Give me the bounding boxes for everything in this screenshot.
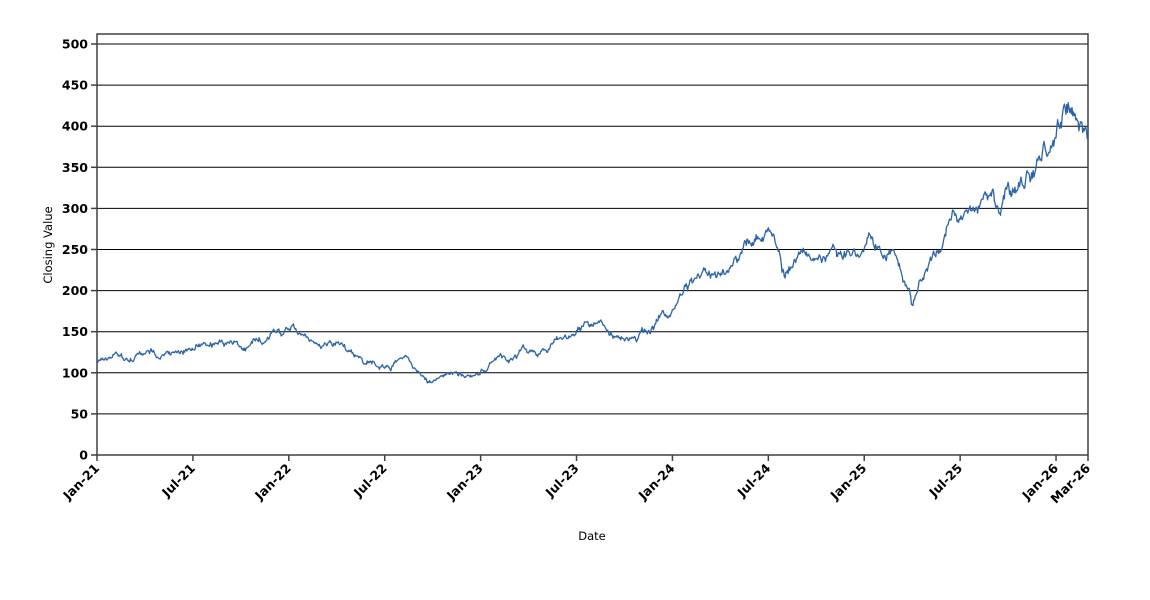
y-axis-title: Closing Value xyxy=(41,206,55,284)
x-tick-label: Jan-24 xyxy=(635,460,678,503)
x-tick-label: Jan-21 xyxy=(59,461,102,504)
y-tick-label: 250 xyxy=(62,242,88,257)
x-tick-label: Jan-22 xyxy=(251,461,294,504)
x-tick-label: Jul-23 xyxy=(542,461,582,501)
x-axis-title: Date xyxy=(578,529,606,543)
x-tick-label: Jul-24 xyxy=(734,460,774,500)
y-tick-label: 150 xyxy=(62,324,88,339)
x-tick-label: Jan-25 xyxy=(827,461,870,504)
y-tick-label: 400 xyxy=(62,119,88,134)
x-tick-label: Jan-23 xyxy=(443,461,486,504)
y-tick-label: 500 xyxy=(62,37,88,52)
x-tick-label: Jul-22 xyxy=(350,461,390,501)
y-tick-label: 0 xyxy=(79,448,88,463)
y-tick-label: 100 xyxy=(62,365,88,380)
x-tick-label: Jul-25 xyxy=(925,461,965,501)
closing-value-series-line xyxy=(97,102,1088,384)
y-tick-label: 450 xyxy=(62,78,88,93)
y-tick-label: 350 xyxy=(62,160,88,175)
plot-border xyxy=(96,33,1089,456)
y-tick-label: 50 xyxy=(71,406,89,421)
y-tick-label: 200 xyxy=(62,283,88,298)
x-tick-label: Jul-21 xyxy=(158,461,198,501)
y-tick-label: 300 xyxy=(62,201,88,216)
